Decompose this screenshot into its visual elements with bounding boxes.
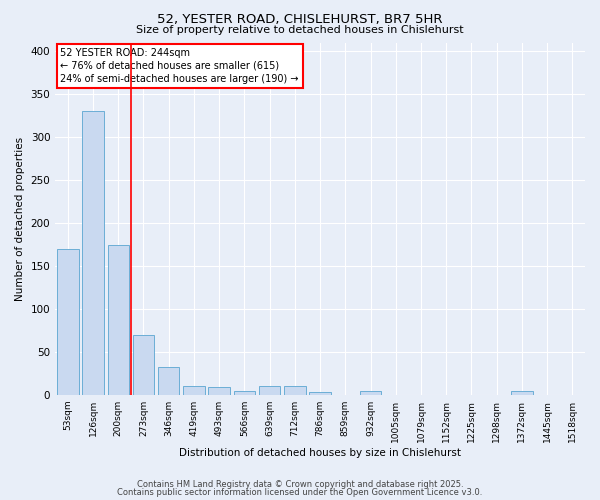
- Bar: [360, 390, 381, 395]
- Bar: [158, 366, 179, 395]
- X-axis label: Distribution of detached houses by size in Chislehurst: Distribution of detached houses by size …: [179, 448, 461, 458]
- Bar: [511, 390, 533, 395]
- Bar: [57, 249, 79, 395]
- Bar: [183, 386, 205, 395]
- Bar: [233, 390, 255, 395]
- Bar: [208, 387, 230, 395]
- Bar: [259, 386, 280, 395]
- Bar: [82, 112, 104, 395]
- Text: 52, YESTER ROAD, CHISLEHURST, BR7 5HR: 52, YESTER ROAD, CHISLEHURST, BR7 5HR: [157, 12, 443, 26]
- Bar: [310, 392, 331, 395]
- Bar: [107, 244, 129, 395]
- Text: 52 YESTER ROAD: 244sqm
← 76% of detached houses are smaller (615)
24% of semi-de: 52 YESTER ROAD: 244sqm ← 76% of detached…: [61, 48, 299, 84]
- Y-axis label: Number of detached properties: Number of detached properties: [15, 136, 25, 301]
- Text: Size of property relative to detached houses in Chislehurst: Size of property relative to detached ho…: [136, 25, 464, 35]
- Bar: [284, 386, 305, 395]
- Text: Contains HM Land Registry data © Crown copyright and database right 2025.: Contains HM Land Registry data © Crown c…: [137, 480, 463, 489]
- Bar: [133, 335, 154, 395]
- Text: Contains public sector information licensed under the Open Government Licence v3: Contains public sector information licen…: [118, 488, 482, 497]
